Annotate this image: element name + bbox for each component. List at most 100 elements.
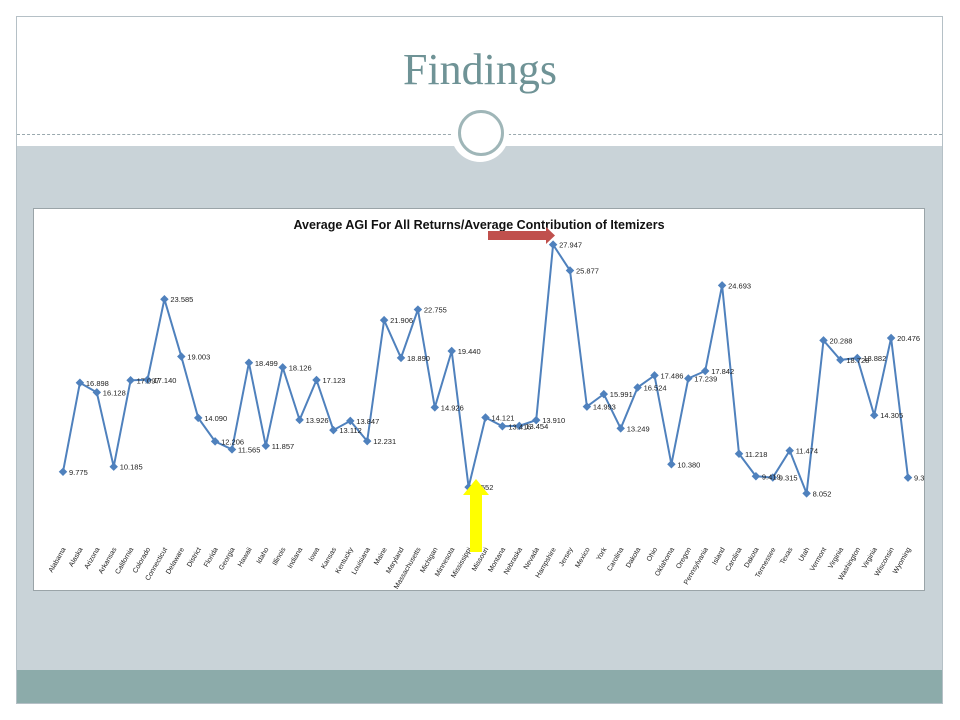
data-label: 24.693 — [728, 281, 751, 290]
data-label: 13.847 — [356, 417, 379, 426]
data-point — [126, 376, 135, 385]
x-tick-label: Oregon — [675, 546, 693, 570]
data-label: 13.454 — [525, 422, 548, 431]
x-tick-label: Virginia — [827, 546, 845, 570]
data-label: 23.585 — [170, 295, 193, 304]
x-tick-label: Maine — [373, 546, 389, 566]
series-line — [62, 241, 909, 494]
x-tick-label: Florida — [203, 546, 220, 568]
x-tick-label: Utah — [798, 546, 812, 562]
data-label: 9.419 — [762, 472, 781, 481]
chart-panel: Average AGI For All Returns/Average Cont… — [33, 208, 925, 591]
data-label: 16.128 — [103, 388, 126, 397]
data-point — [329, 425, 338, 435]
data-label: 8.052 — [813, 489, 832, 498]
x-tick-label: Virginia — [861, 546, 879, 570]
data-point — [684, 374, 693, 383]
data-point — [160, 294, 169, 304]
data-label: 9.314 — [914, 474, 924, 483]
data-label: 17.486 — [661, 371, 684, 380]
chart-title: Average AGI For All Returns/Average Cont… — [293, 218, 664, 232]
data-label: 17.239 — [694, 375, 717, 384]
data-point — [177, 352, 186, 361]
data-point — [430, 403, 440, 412]
data-point — [481, 413, 490, 422]
data-label: 18.890 — [407, 354, 430, 363]
x-tick-label: Iowa — [308, 546, 322, 562]
data-point — [886, 333, 896, 343]
slide-title: Findings — [402, 45, 558, 94]
red-arrow-annotation — [488, 227, 555, 244]
x-tick-label: Georgia — [218, 546, 237, 571]
data-label: 13.249 — [627, 424, 650, 433]
data-label: 14.993 — [593, 403, 616, 412]
x-tick-label: Dakota — [743, 546, 760, 569]
data-point — [751, 472, 761, 481]
data-label: 16.524 — [644, 383, 667, 392]
data-point — [244, 358, 254, 368]
data-label: 18.126 — [289, 363, 312, 372]
x-tick-label: Alabama — [48, 546, 68, 574]
x-tick-label: Dakota — [625, 546, 642, 569]
data-label: 18.882 — [863, 354, 886, 363]
data-label: 13.926 — [306, 416, 329, 425]
data-label: 13.112 — [339, 426, 361, 435]
yellow-arrow-body — [470, 494, 482, 552]
data-point — [869, 410, 879, 420]
data-point — [836, 355, 845, 365]
line-chart: Average AGI For All Returns/Average Cont… — [48, 218, 924, 590]
x-tick-label: Vermont — [809, 546, 828, 572]
x-tick-label: Carolina — [606, 546, 625, 572]
data-point — [802, 489, 811, 498]
x-tick-label: Jersey — [558, 546, 575, 568]
data-label: 21.906 — [390, 316, 413, 325]
data-label: 15.991 — [610, 390, 633, 399]
data-point — [227, 445, 237, 454]
data-label: 10.380 — [677, 460, 700, 469]
data-point — [210, 437, 220, 446]
data-label: 8.552 — [475, 483, 494, 492]
data-point — [109, 462, 118, 471]
x-tick-label: Indiana — [287, 546, 305, 569]
data-label: 11.218 — [745, 450, 767, 459]
data-label: 9.775 — [69, 468, 88, 477]
data-point — [785, 446, 794, 455]
data-label: 20.476 — [897, 334, 920, 343]
data-label: 10.185 — [120, 463, 143, 472]
x-tick-label: Carolina — [725, 546, 744, 572]
data-point — [413, 305, 423, 314]
data-point — [717, 281, 727, 290]
data-label: 17.123 — [323, 376, 346, 385]
data-point — [582, 402, 592, 411]
data-label: 17.097 — [137, 376, 160, 385]
x-tick-label: Island — [711, 546, 726, 566]
x-tick-labels: Alabama AlaskaArizonaArkansasCaliforniaCo… — [48, 546, 913, 590]
data-point — [903, 473, 913, 482]
divider-circle-ring — [458, 110, 504, 156]
x-tick-label: District — [186, 546, 203, 568]
red-arrow-body — [488, 231, 547, 240]
data-label: 22.755 — [424, 306, 447, 315]
data-label: 18.728 — [846, 356, 869, 365]
data-label: 14.305 — [880, 411, 903, 420]
data-point — [193, 413, 203, 423]
data-label: 11.474 — [796, 447, 818, 456]
x-tick-label: Idaho — [256, 546, 271, 565]
yellow-arrow-head — [463, 479, 489, 495]
data-label: 17.140 — [154, 376, 177, 385]
data-point — [447, 346, 456, 356]
x-tick-label: Illinois — [272, 546, 288, 567]
data-label: 12.206 — [221, 437, 244, 446]
data-label: 14.090 — [204, 414, 227, 423]
data-label: 13.910 — [542, 416, 565, 425]
data-label: 16.898 — [86, 379, 109, 388]
data-label: 14.121 — [492, 413, 515, 422]
data-point — [58, 467, 68, 477]
data-label: 13.416 — [508, 422, 531, 431]
data-label: 14.926 — [441, 403, 464, 412]
data-label: 25.877 — [576, 267, 599, 276]
footer-bar — [17, 670, 942, 703]
data-point — [346, 416, 355, 426]
data-label: 20.288 — [830, 336, 853, 345]
